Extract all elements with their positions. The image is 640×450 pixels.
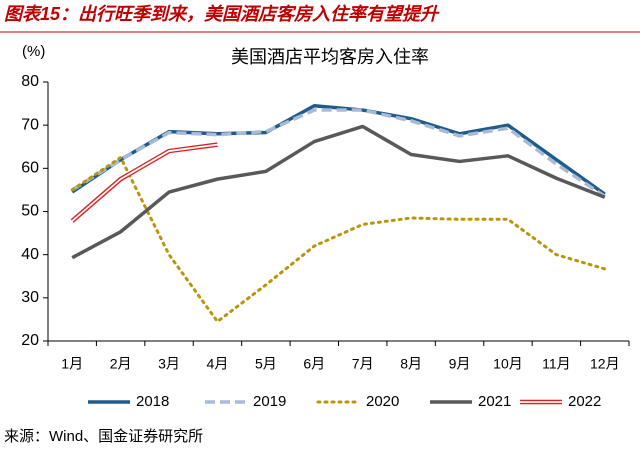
x-tick-label: 1月	[61, 356, 83, 372]
y-tick-label: 60	[21, 160, 39, 177]
series-line	[70, 142, 218, 223]
y-tick-label: 40	[21, 246, 39, 263]
chart-title: 美国酒店平均客房入住率	[231, 47, 429, 67]
legend-label: 2021	[478, 393, 511, 410]
series-line	[71, 103, 606, 196]
figure-header: 图表15：出行旺季到来，美国酒店客房入住率有望提升	[4, 4, 440, 24]
y-tick-label: 30	[21, 289, 39, 306]
series-line	[70, 156, 607, 324]
x-tick-label: 8月	[400, 356, 422, 372]
x-tick-label: 11月	[542, 356, 571, 372]
x-tick-label: 6月	[303, 356, 325, 372]
x-tick-label: 12月	[590, 356, 620, 372]
y-tick-label: 80	[21, 73, 39, 90]
legend-label: 2019	[253, 393, 286, 410]
y-tick-label: 20	[21, 332, 39, 349]
y-tick-label: 70	[21, 116, 39, 133]
x-tick-label: 2月	[110, 356, 132, 372]
legend-label: 2020	[366, 393, 399, 410]
legend-label: 2018	[136, 393, 169, 410]
series-line	[71, 124, 606, 260]
x-tick-label: 4月	[207, 356, 229, 372]
series-line	[71, 108, 606, 198]
legend-label: 2022	[568, 393, 601, 410]
x-tick-label: 3月	[158, 356, 180, 372]
x-tick-label: 10月	[493, 356, 523, 372]
y-axis-label: (%)	[22, 43, 45, 60]
series-line	[71, 143, 218, 222]
x-tick-label: 9月	[449, 356, 471, 372]
source-note: 来源：Wind、国金证券研究所	[4, 428, 203, 445]
y-tick-label: 50	[21, 203, 39, 220]
x-tick-label: 5月	[255, 356, 277, 372]
x-tick-label: 7月	[352, 356, 374, 372]
